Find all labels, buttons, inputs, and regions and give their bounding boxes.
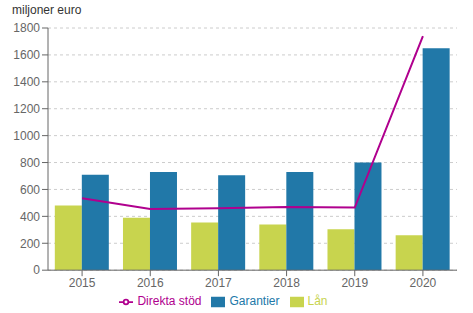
svg-text:1400: 1400 [13, 75, 40, 89]
svg-text:1800: 1800 [13, 21, 40, 35]
svg-text:2019: 2019 [341, 276, 368, 290]
svg-text:400: 400 [20, 210, 40, 224]
svg-text:600: 600 [20, 183, 40, 197]
html-text:Garantier: Garantier [229, 294, 280, 309]
svg-text:2020: 2020 [410, 276, 437, 290]
svg-text:2017: 2017 [205, 276, 232, 290]
html-text:Direkta stöd: Direkta stöd [137, 294, 202, 309]
html-text:Lån: Lån [307, 294, 328, 309]
svg-text:1200: 1200 [13, 102, 40, 116]
svg-text:1600: 1600 [13, 48, 40, 62]
svg-text:0: 0 [33, 263, 40, 277]
svg-text:2018: 2018 [273, 276, 300, 290]
svg-text:1000: 1000 [13, 129, 40, 143]
svg-text:2015: 2015 [69, 276, 96, 290]
html-text:miljoner euro: miljoner euro [12, 3, 82, 17]
svg-text:200: 200 [20, 237, 40, 251]
svg-text:2016: 2016 [137, 276, 164, 290]
svg-text:800: 800 [20, 156, 40, 170]
